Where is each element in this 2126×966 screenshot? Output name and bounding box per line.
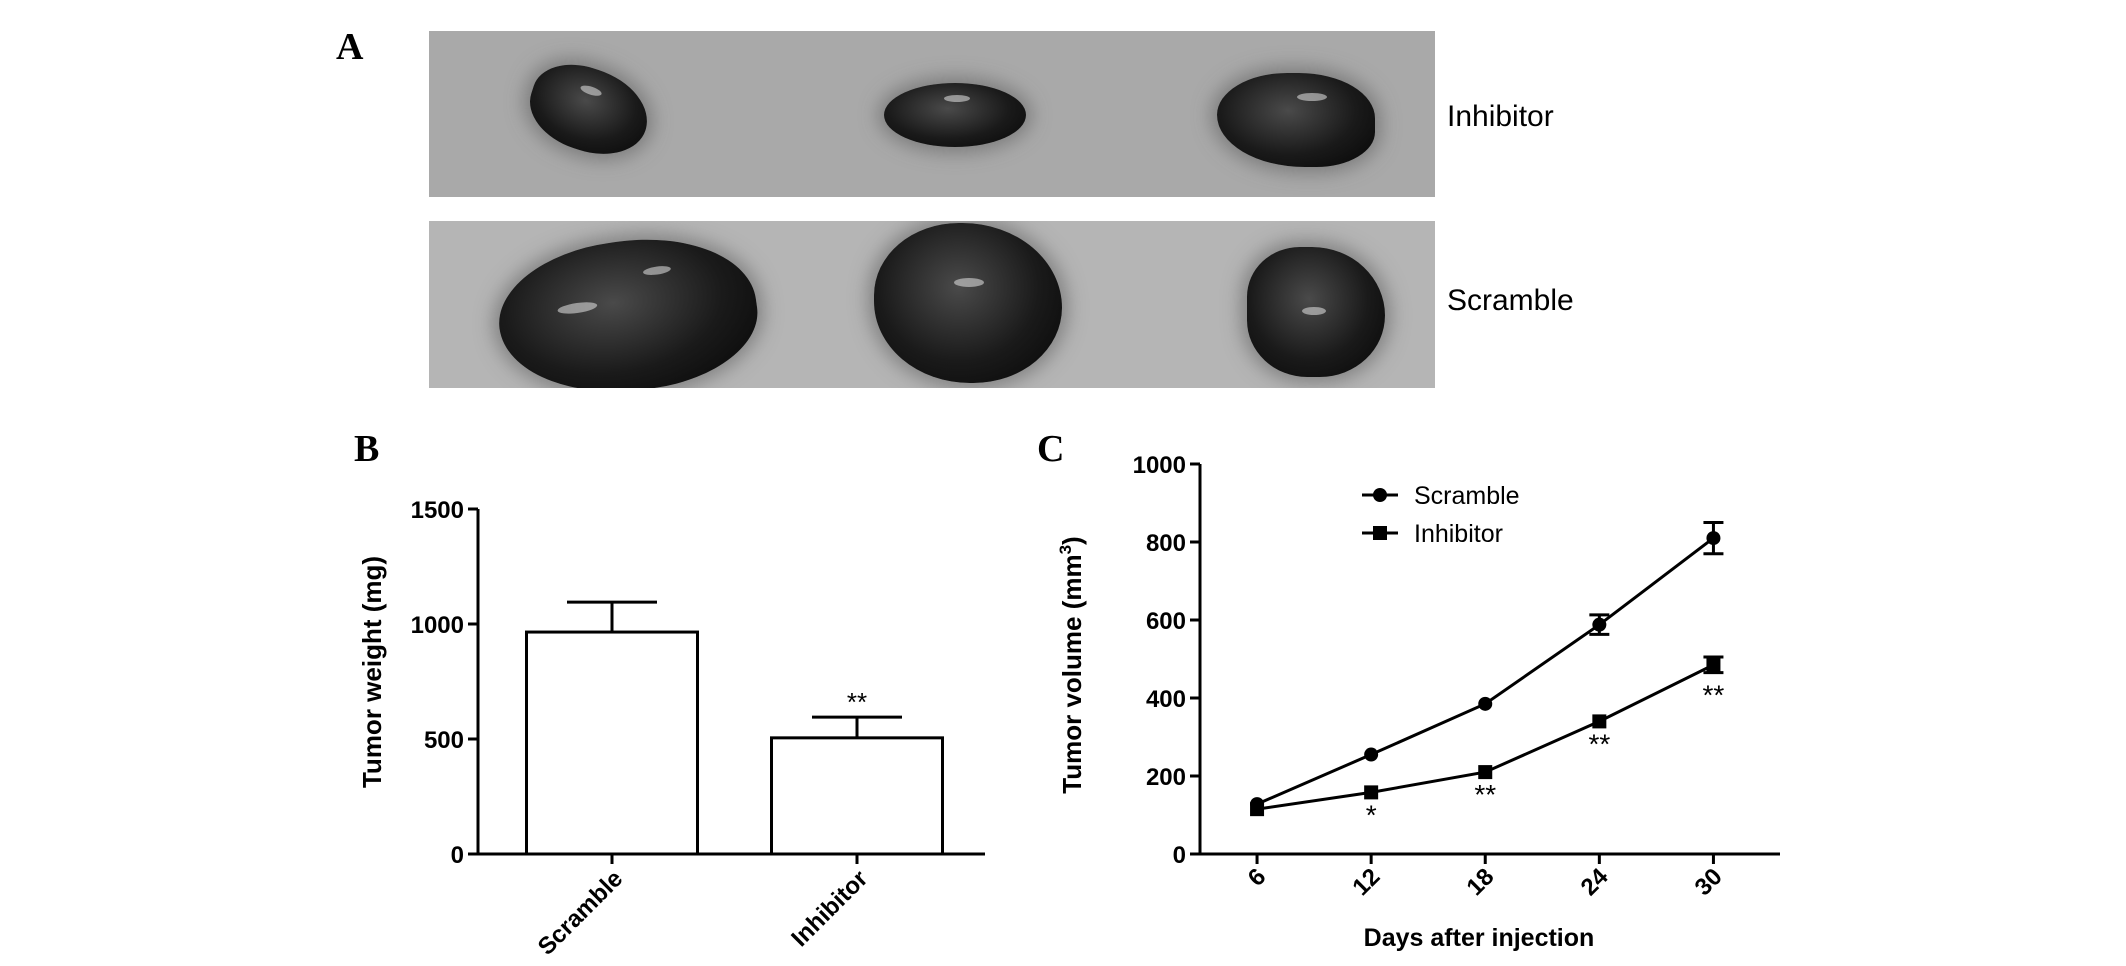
c-point-scramble xyxy=(1364,747,1379,762)
b-significance-label: ** xyxy=(847,687,867,717)
c-y-tick-label: 600 xyxy=(1146,608,1186,635)
tumor-specimen xyxy=(1217,73,1375,167)
c-y-tick-label: 800 xyxy=(1146,530,1186,557)
c-point-inhibitor xyxy=(1592,714,1607,729)
c-point-scramble xyxy=(1706,531,1721,546)
c-point-scramble xyxy=(1592,617,1607,632)
b-y-tick-label: 1000 xyxy=(411,612,464,639)
c-ylabel: Tumor volume (mm3) xyxy=(1056,536,1087,793)
c-legend-label: Inhibitor xyxy=(1414,520,1503,548)
b-ylabel: Tumor weight (mg) xyxy=(357,556,387,788)
c-xlabel: Days after injection xyxy=(1364,924,1595,952)
b-bar xyxy=(525,630,699,856)
c-ylabel-main: Tumor volume (mm xyxy=(1057,554,1087,793)
c-legend-label: Scramble xyxy=(1414,482,1520,510)
c-legend-marker xyxy=(1373,526,1387,540)
photo-label-inhibitor: Inhibitor xyxy=(1447,100,1554,133)
c-significance-label: ** xyxy=(1703,680,1725,711)
c-y-tick-label: 200 xyxy=(1146,764,1186,791)
c-x-tick-label: 30 xyxy=(1690,863,1728,901)
c-ylabel-close: ) xyxy=(1057,536,1087,545)
tumor-photo-scramble xyxy=(429,221,1435,388)
c-significance-label: * xyxy=(1366,799,1377,830)
c-point-inhibitor xyxy=(1706,657,1721,672)
b-bar xyxy=(770,736,944,856)
c-x-tick-label: 18 xyxy=(1462,863,1500,901)
c-point-inhibitor xyxy=(1250,802,1265,817)
tumor-specimen xyxy=(1247,247,1385,377)
panel-c-letter: C xyxy=(1037,428,1065,470)
c-x-tick-label: 24 xyxy=(1576,863,1614,901)
panel-b-letter: B xyxy=(354,428,380,470)
c-point-scramble xyxy=(1478,696,1493,711)
c-point-inhibitor xyxy=(1478,765,1493,780)
c-y-tick-label: 400 xyxy=(1146,686,1186,713)
tumor-specimen xyxy=(874,223,1062,383)
c-x-tick-label: 12 xyxy=(1347,863,1385,901)
c-point-inhibitor xyxy=(1364,785,1379,800)
b-y-tick-label: 500 xyxy=(424,727,464,754)
b-y-tick-label: 1500 xyxy=(411,497,464,524)
c-ylabel-sup: 3 xyxy=(1056,545,1075,554)
c-y-tick-label: 1000 xyxy=(1133,452,1186,479)
c-legend-marker xyxy=(1373,488,1387,502)
c-x-tick-label: 6 xyxy=(1243,863,1272,892)
c-y-tick-label: 0 xyxy=(1173,842,1186,869)
c-series-line-scramble xyxy=(1256,536,1715,806)
photo-label-scramble: Scramble xyxy=(1447,284,1574,317)
b-y-tick-label: 0 xyxy=(451,842,464,869)
tumor-specimen xyxy=(884,83,1026,147)
tumor-photo-inhibitor xyxy=(429,31,1435,197)
panel-a-letter: A xyxy=(336,26,364,68)
c-significance-label: ** xyxy=(1588,728,1610,759)
c-significance-label: ** xyxy=(1474,779,1496,810)
